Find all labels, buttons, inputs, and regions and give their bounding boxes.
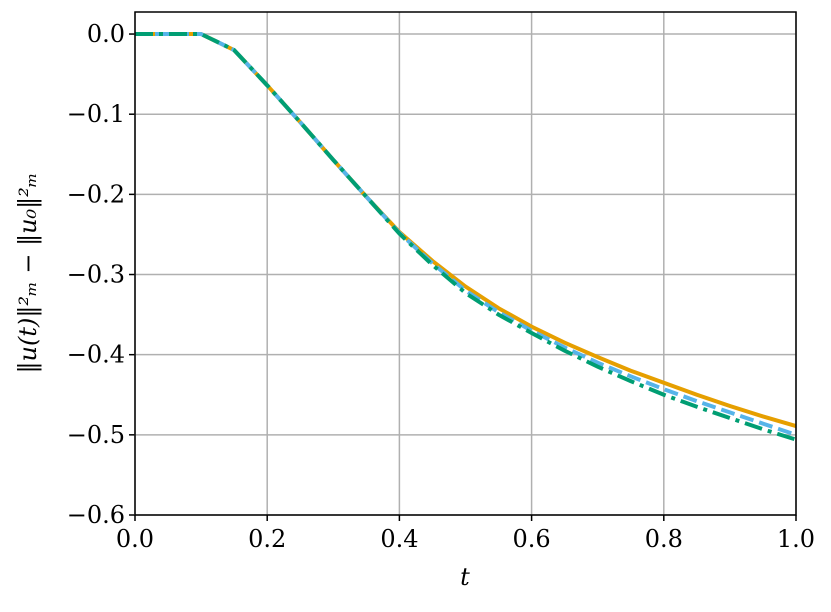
series-line xyxy=(135,32,797,428)
series-line xyxy=(135,32,797,442)
x-tick-label: 0.0 xyxy=(116,525,154,553)
y-tick-label: −0.4 xyxy=(67,341,125,369)
x-tick-label: 1.0 xyxy=(777,525,815,553)
y-tick-label: −0.6 xyxy=(67,501,125,529)
y-axis-label: ‖u(t)‖²ₘ − ‖u₀‖²ₘ xyxy=(14,173,43,374)
x-tick-label: 0.4 xyxy=(380,525,418,553)
x-tick-label: 0.8 xyxy=(645,525,683,553)
y-tick-label: −0.1 xyxy=(67,100,125,128)
x-tick-label: 0.6 xyxy=(513,525,551,553)
y-tick-label: −0.3 xyxy=(67,261,125,289)
x-axis-label: t xyxy=(460,563,470,591)
x-tick-label: 0.2 xyxy=(248,525,286,553)
y-tick-label: −0.5 xyxy=(67,421,125,449)
y-tick-label: −0.2 xyxy=(67,180,125,208)
y-tick-label: 0.0 xyxy=(87,20,125,48)
series-line xyxy=(135,32,797,437)
plot-frame xyxy=(134,11,797,516)
